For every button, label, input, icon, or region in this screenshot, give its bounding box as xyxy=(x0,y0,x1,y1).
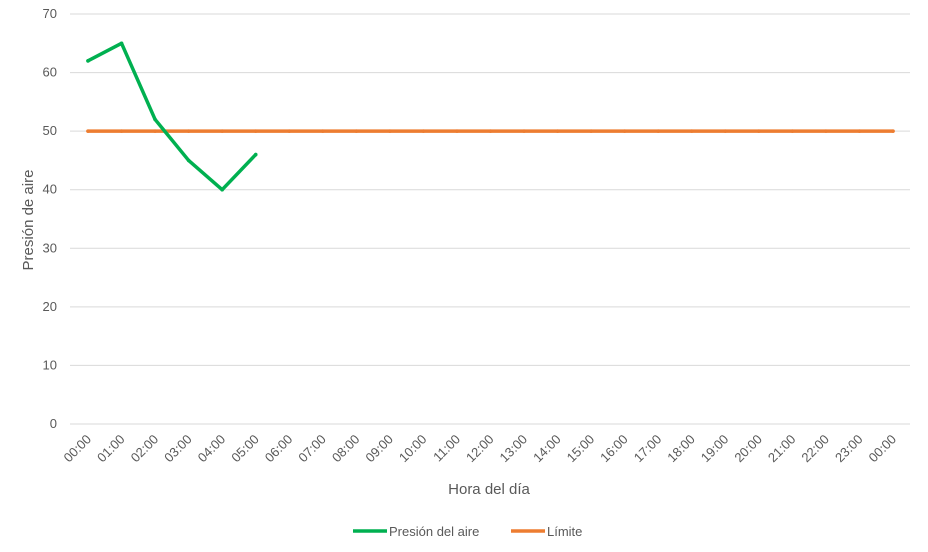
x-tick-label: 14:00 xyxy=(530,432,564,466)
y-tick-label: 20 xyxy=(43,299,57,314)
data-point xyxy=(757,129,761,133)
y-tick-labels: 0 10 20 30 40 50 60 70 xyxy=(43,6,57,431)
data-point xyxy=(119,129,124,133)
series-line xyxy=(86,41,258,192)
data-point xyxy=(589,129,593,133)
data-point xyxy=(220,129,224,133)
x-tick-label: 04:00 xyxy=(195,432,229,466)
series-layer xyxy=(86,41,895,192)
x-tick-label: 02:00 xyxy=(128,432,162,466)
x-tick-label: 16:00 xyxy=(597,432,631,466)
x-tick-label: 06:00 xyxy=(262,432,296,466)
x-tick-label: 13:00 xyxy=(497,432,531,466)
y-tick-label: 0 xyxy=(50,416,57,431)
data-point xyxy=(86,129,90,133)
x-tick-label: 19:00 xyxy=(698,432,732,466)
x-tick-label: 01:00 xyxy=(94,432,128,466)
data-point xyxy=(555,129,560,133)
data-point xyxy=(790,129,795,133)
data-point xyxy=(689,129,694,133)
x-tick-label: 21:00 xyxy=(765,432,799,466)
data-point xyxy=(656,129,661,133)
grid-layer xyxy=(70,13,910,425)
legend-label: Presión del aire xyxy=(389,524,479,539)
x-axis-title: Hora del día xyxy=(448,481,530,498)
data-point xyxy=(119,41,124,46)
data-point xyxy=(320,129,325,133)
x-tick-labels: 00:00 01:00 02:00 03:00 04:00 05:00 06:00 07:00… xyxy=(61,432,900,466)
y-tick-label: 40 xyxy=(43,182,57,197)
x-tick-label: 00:00 xyxy=(866,432,900,466)
x-tick-label: 07:00 xyxy=(295,432,329,466)
data-point xyxy=(388,129,392,133)
legend-item-presion: Presión del aire xyxy=(353,524,479,539)
x-tick-label: 12:00 xyxy=(463,432,497,466)
legend-item-limite: Límite xyxy=(511,524,582,539)
data-point xyxy=(86,59,90,63)
y-axis-title: Presión de aire xyxy=(20,170,37,271)
data-point xyxy=(891,129,895,133)
data-point xyxy=(522,129,526,133)
x-tick-label: 05:00 xyxy=(228,432,262,466)
x-tick-label: 09:00 xyxy=(362,432,396,466)
data-point xyxy=(857,129,862,133)
y-tick-label: 70 xyxy=(43,6,57,21)
data-point xyxy=(488,129,493,133)
x-tick-label: 22:00 xyxy=(798,432,832,466)
data-point xyxy=(354,129,359,133)
data-point xyxy=(824,129,828,133)
data-point xyxy=(723,129,728,133)
y-tick-label: 60 xyxy=(43,65,57,80)
x-tick-label: 15:00 xyxy=(564,432,598,466)
y-tick-label: 50 xyxy=(43,123,57,138)
data-point xyxy=(153,129,157,133)
y-tick-label: 10 xyxy=(43,357,57,372)
data-point xyxy=(186,129,191,133)
data-point xyxy=(253,129,258,133)
data-point xyxy=(186,158,191,163)
data-point xyxy=(455,129,459,133)
y-tick-label: 30 xyxy=(43,240,57,255)
data-point xyxy=(153,117,157,122)
x-tick-label: 10:00 xyxy=(396,432,430,466)
series-limite xyxy=(86,129,895,133)
data-point xyxy=(253,152,258,157)
data-point xyxy=(287,129,292,133)
legend-label: Límite xyxy=(547,524,582,539)
x-tick-label: 17:00 xyxy=(631,432,665,466)
x-tick-label: 03:00 xyxy=(161,432,195,466)
series-presion xyxy=(86,41,258,192)
legend: Presión del aire Límite xyxy=(353,524,582,539)
x-tick-label: 23:00 xyxy=(832,432,866,466)
x-tick-label: 00:00 xyxy=(61,432,95,466)
x-tick-label: 11:00 xyxy=(430,432,463,465)
data-point xyxy=(421,129,426,133)
x-tick-label: 08:00 xyxy=(329,432,363,466)
x-tick-label: 20:00 xyxy=(731,432,765,466)
data-point xyxy=(220,187,224,192)
x-tick-label: 18:00 xyxy=(664,432,698,466)
data-point xyxy=(622,129,627,133)
